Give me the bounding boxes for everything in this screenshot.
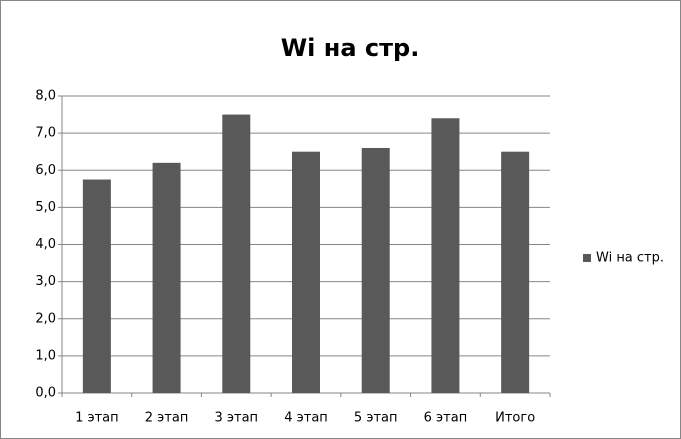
bar	[82, 179, 111, 393]
x-tick-label: Итого	[495, 411, 535, 426]
bar	[361, 147, 390, 393]
chart-title: Wi на стр.	[281, 34, 420, 62]
bar	[292, 151, 320, 393]
y-tick-label: 3,0	[35, 274, 56, 289]
y-tick-label: 4,0	[35, 237, 56, 252]
legend-label: Wi на стр.	[596, 251, 664, 266]
y-tick-label: 8,0	[35, 89, 56, 104]
y-tick-label: 2,0	[35, 311, 56, 326]
x-tick-label: 4 этап	[284, 411, 328, 426]
y-tick-label: 5,0	[35, 200, 56, 215]
y-tick-label: 0,0	[35, 386, 56, 401]
x-tick-label: 3 этап	[214, 411, 258, 426]
x-tick-label: 1 этап	[75, 411, 119, 426]
bar	[501, 151, 530, 393]
bar	[431, 118, 460, 394]
y-tick-label: 7,0	[35, 126, 56, 141]
bar	[152, 162, 181, 393]
x-tick-label: 5 этап	[354, 411, 398, 426]
x-tick-label: 2 этап	[145, 411, 189, 426]
y-tick-label: 6,0	[35, 163, 56, 178]
x-tick-label: 6 этап	[424, 411, 468, 426]
y-tick-label: 1,0	[35, 348, 56, 363]
bar	[222, 114, 251, 393]
legend-swatch	[583, 254, 591, 262]
